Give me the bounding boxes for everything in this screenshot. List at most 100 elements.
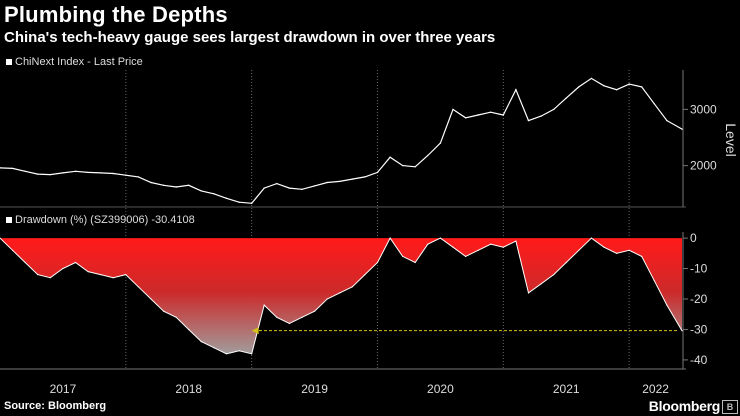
xtick-label-2022: 2022	[642, 382, 669, 396]
drawdown-area	[0, 238, 682, 354]
price-point	[376, 171, 379, 174]
price-point	[200, 190, 202, 192]
price-point	[351, 178, 353, 180]
price-point	[628, 83, 630, 85]
price-point	[464, 117, 467, 119]
legend-swatch-price	[6, 59, 12, 65]
xtick-label-2017: 2017	[50, 382, 77, 396]
drawdown-point	[276, 316, 278, 318]
drawdown-point	[653, 280, 655, 282]
price-panel	[0, 77, 683, 204]
ytick-label-top: 3000	[690, 102, 717, 116]
price-point	[87, 171, 89, 174]
drawdown-point	[24, 261, 26, 264]
price-point	[313, 185, 316, 187]
drawdown-point	[465, 255, 467, 257]
drawdown-point	[326, 298, 328, 300]
drawdown-point	[439, 237, 441, 239]
price-point	[490, 111, 492, 113]
brand-logo: Bloomberg	[648, 398, 721, 414]
drawdown-point	[616, 252, 618, 254]
legend-label-price: ChiNext Index - Last Price	[15, 56, 143, 68]
price-point	[326, 181, 328, 184]
bloomberg-icon: B	[722, 400, 738, 414]
price-point	[477, 114, 479, 116]
price-point	[414, 166, 416, 168]
price-point	[364, 176, 366, 178]
price-point	[301, 188, 303, 190]
price-point	[213, 193, 215, 195]
xtick-label-2018: 2018	[175, 382, 202, 396]
source-note: Source: Bloomberg	[4, 400, 107, 412]
drawdown-point	[452, 246, 454, 248]
drawdown-point	[389, 237, 391, 239]
price-point	[527, 119, 530, 122]
xtick-label-2019: 2019	[301, 382, 328, 396]
price-point	[162, 184, 165, 186]
drawdown-point	[62, 267, 64, 270]
price-point	[681, 128, 683, 130]
drawdown-point	[314, 310, 316, 312]
price-point	[452, 108, 454, 111]
drawdown-point	[238, 350, 240, 352]
price-point	[389, 156, 391, 158]
price-point	[251, 202, 253, 204]
drawdown-point	[565, 261, 567, 264]
ytick-label-bottom: -20	[690, 292, 708, 306]
drawdown-point	[213, 347, 215, 349]
drawdown-point	[251, 353, 253, 355]
drawdown-point	[74, 261, 77, 264]
drawdown-point	[477, 249, 479, 251]
drawdown-point	[112, 277, 114, 279]
drawdown-point	[37, 274, 39, 276]
ytick-label-bottom: -30	[690, 322, 708, 336]
drawdown-point	[628, 249, 630, 251]
price-point	[590, 77, 593, 80]
drawdown-point	[137, 286, 139, 288]
price-point	[188, 184, 190, 186]
price-point	[565, 97, 567, 99]
price-point	[263, 187, 265, 189]
price-point	[112, 172, 114, 175]
drawdown-panel	[0, 237, 683, 355]
price-point	[439, 142, 442, 144]
drawdown-point	[100, 274, 102, 276]
price-point	[49, 173, 51, 176]
drawdown-point	[301, 316, 303, 318]
drawdown-point	[402, 255, 404, 257]
drawdown-point	[414, 261, 416, 264]
drawdown-point	[87, 271, 89, 273]
drawdown-point	[364, 274, 366, 276]
price-point	[125, 174, 127, 176]
drawdown-point	[681, 330, 683, 332]
y-axis-label-level: Level	[723, 123, 739, 156]
drawdown-point	[351, 286, 353, 288]
drawdown-point	[150, 298, 152, 300]
xtick-label-2020: 2020	[427, 382, 454, 396]
price-point	[641, 86, 643, 88]
price-point	[100, 172, 102, 174]
drawdown-point	[288, 322, 290, 324]
legend-swatch-drawdown	[6, 217, 12, 223]
ytick-label-top: 2000	[690, 159, 717, 173]
price-point	[402, 164, 404, 167]
price-point	[540, 115, 542, 117]
xtick-label-2021: 2021	[553, 382, 580, 396]
legend-drawdown: Drawdown (%) (SZ399006) -30.4108	[6, 214, 195, 226]
drawdown-point	[603, 246, 605, 248]
drawdown-point	[339, 292, 341, 294]
ytick-label-bottom: -40	[690, 353, 708, 367]
drawdown-point	[376, 261, 379, 264]
price-point	[74, 170, 77, 172]
drawdown-point	[0, 237, 1, 239]
price-point	[653, 103, 655, 105]
drawdown-point	[590, 237, 593, 239]
price-point	[24, 170, 26, 172]
price-point	[339, 180, 341, 183]
drawdown-point	[666, 304, 668, 306]
drawdown-point	[125, 274, 127, 276]
price-point	[0, 167, 1, 169]
price-point	[615, 89, 618, 91]
price-point	[137, 176, 140, 178]
drawdown-point	[163, 310, 165, 312]
